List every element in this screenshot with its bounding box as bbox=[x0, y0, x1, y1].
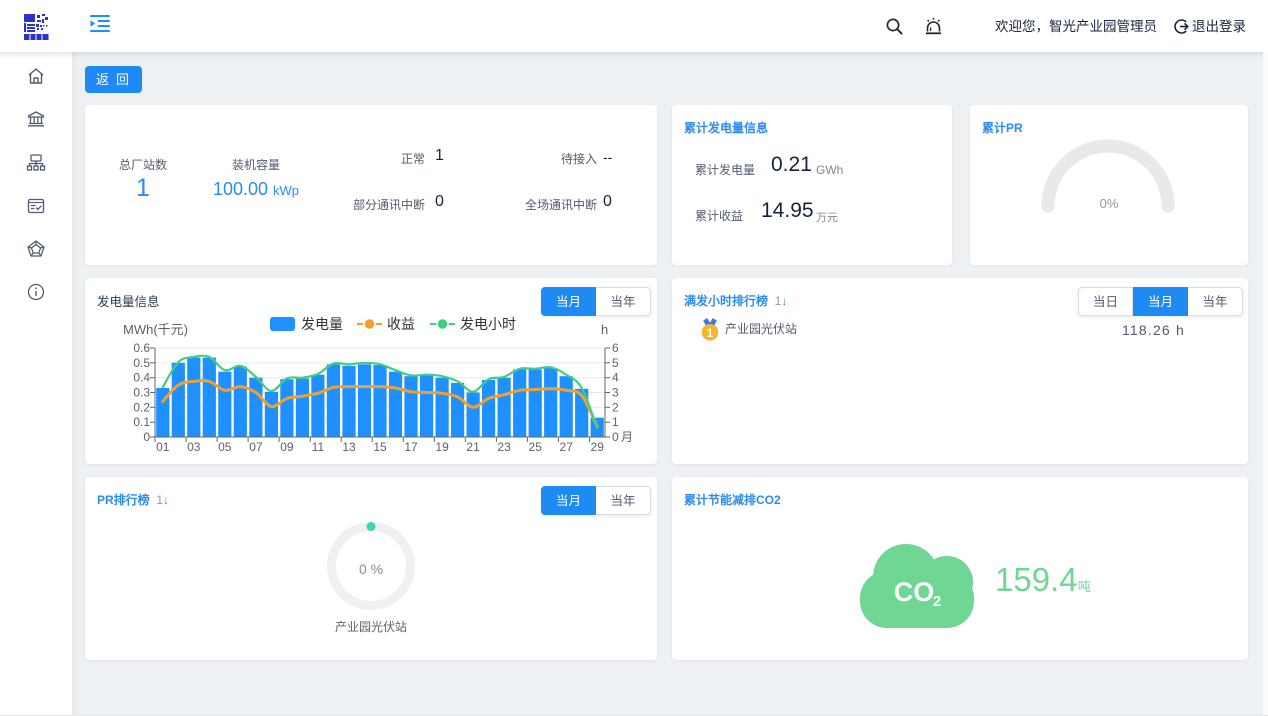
svg-text:发电小时: 发电小时 bbox=[460, 316, 516, 332]
svg-text:5: 5 bbox=[612, 356, 619, 370]
svg-text:29: 29 bbox=[591, 440, 605, 454]
svg-text:25: 25 bbox=[529, 440, 543, 454]
svg-text:11: 11 bbox=[312, 440, 325, 454]
svg-text:0.6: 0.6 bbox=[133, 341, 150, 355]
svg-text:4: 4 bbox=[612, 371, 619, 385]
svg-text:23: 23 bbox=[497, 440, 511, 454]
svg-text:0: 0 bbox=[143, 430, 150, 444]
svg-text:0%: 0% bbox=[1100, 196, 1119, 211]
svg-text:0 %: 0 % bbox=[359, 561, 383, 577]
svg-text:收益: 收益 bbox=[387, 316, 415, 332]
svg-text:0.3: 0.3 bbox=[133, 386, 150, 400]
svg-text:03: 03 bbox=[187, 440, 201, 454]
svg-text:15: 15 bbox=[373, 440, 387, 454]
svg-text:0.2: 0.2 bbox=[133, 400, 150, 414]
svg-text:17: 17 bbox=[404, 440, 418, 454]
svg-text:0: 0 bbox=[612, 430, 619, 444]
svg-text:月: 月 bbox=[621, 430, 633, 444]
svg-text:MWh(千元): MWh(千元) bbox=[123, 322, 188, 337]
svg-text:0.5: 0.5 bbox=[133, 356, 150, 370]
svg-text:3: 3 bbox=[612, 386, 619, 400]
svg-text:发电量: 发电量 bbox=[301, 316, 343, 332]
svg-text:27: 27 bbox=[560, 440, 574, 454]
svg-text:07: 07 bbox=[249, 440, 263, 454]
svg-text:09: 09 bbox=[280, 440, 294, 454]
svg-text:2: 2 bbox=[933, 593, 941, 610]
svg-text:05: 05 bbox=[218, 440, 232, 454]
svg-text:0.1: 0.1 bbox=[133, 415, 150, 429]
svg-text:1: 1 bbox=[707, 328, 714, 340]
svg-text:19: 19 bbox=[435, 440, 449, 454]
svg-text:6: 6 bbox=[612, 341, 619, 355]
svg-text:21: 21 bbox=[466, 440, 480, 454]
svg-text:01: 01 bbox=[156, 440, 170, 454]
svg-text:1: 1 bbox=[612, 415, 619, 429]
svg-text:0.4: 0.4 bbox=[133, 371, 150, 385]
svg-text:2: 2 bbox=[612, 400, 619, 414]
svg-text:h: h bbox=[601, 322, 608, 337]
svg-text:13: 13 bbox=[342, 440, 356, 454]
svg-text:CO: CO bbox=[894, 577, 935, 607]
